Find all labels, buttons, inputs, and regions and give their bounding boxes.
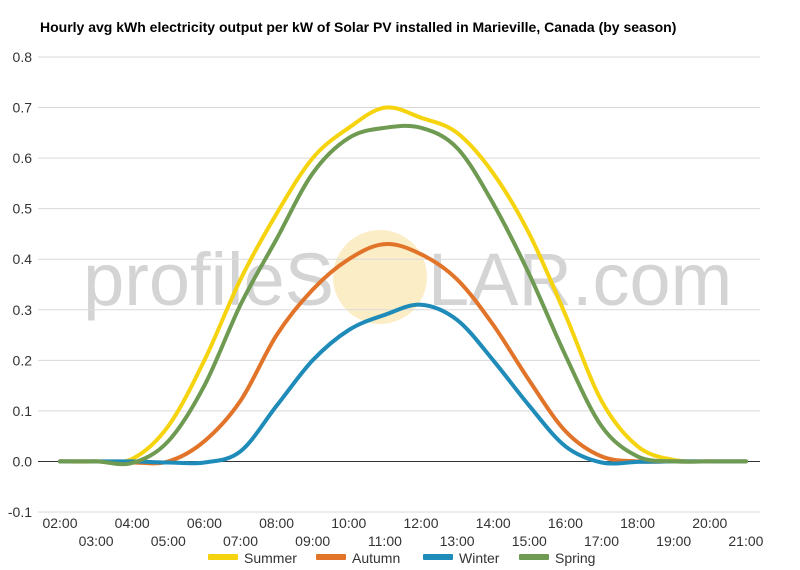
x-tick-label: 10:00 — [331, 515, 366, 531]
legend-label-autumn: Autumn — [352, 550, 400, 566]
x-tick-label: 04:00 — [115, 515, 150, 531]
x-tick-label: 13:00 — [440, 533, 475, 549]
x-tick-label: 02:00 — [42, 515, 77, 531]
legend-swatch-summer — [208, 554, 238, 560]
y-tick-label: 0.2 — [13, 352, 33, 368]
x-tick-label: 15:00 — [512, 533, 547, 549]
x-tick-label: 05:00 — [151, 533, 186, 549]
y-tick-label: 0.7 — [13, 100, 33, 116]
x-axis: 02:0003:0004:0005:0006:0007:0008:0009:00… — [42, 515, 763, 549]
x-tick-label: 06:00 — [187, 515, 222, 531]
x-tick-label: 03:00 — [79, 533, 114, 549]
series-line-spring — [58, 123, 748, 467]
y-tick-label: 0.1 — [13, 403, 33, 419]
chart-title: Hourly avg kWh electricity output per kW… — [40, 19, 677, 35]
x-tick-label: 12:00 — [403, 515, 438, 531]
x-tick-label: 14:00 — [476, 515, 511, 531]
legend-label-winter: Winter — [459, 550, 500, 566]
watermark-text-left: profileS — [83, 238, 334, 321]
legend-label-summer: Summer — [244, 550, 297, 566]
x-tick-label: 08:00 — [259, 515, 294, 531]
series-line-summer — [58, 105, 748, 465]
x-tick-label: 07:00 — [223, 533, 258, 549]
y-tick-label: 0.6 — [13, 150, 33, 166]
series-lines — [58, 105, 748, 467]
y-tick-label: 0.3 — [13, 302, 33, 318]
y-tick-label: 0.0 — [13, 453, 33, 469]
y-tick-label: 0.5 — [13, 201, 33, 217]
x-tick-label: 11:00 — [368, 533, 402, 549]
x-tick-label: 19:00 — [656, 533, 691, 549]
x-tick-label: 09:00 — [295, 533, 330, 549]
series-line-winter — [58, 302, 748, 466]
y-tick-label: 0.8 — [13, 49, 33, 65]
y-axis: 0.8 0.7 0.6 0.5 0.4 0.3 0.2 0.1 0.0 -0.1 — [8, 49, 32, 520]
y-tick-label: 0.4 — [13, 251, 33, 267]
x-tick-label: 16:00 — [548, 515, 583, 531]
legend-swatch-spring — [519, 554, 549, 560]
x-tick-label: 17:00 — [584, 533, 619, 549]
x-tick-label: 21:00 — [728, 533, 763, 549]
y-tick-label: -0.1 — [8, 504, 32, 520]
legend: Summer Autumn Winter Spring — [208, 550, 595, 566]
x-tick-label: 20:00 — [692, 515, 727, 531]
x-tick-label: 18:00 — [620, 515, 655, 531]
legend-label-spring: Spring — [555, 550, 595, 566]
legend-swatch-winter — [423, 554, 453, 560]
legend-swatch-autumn — [316, 554, 346, 560]
watermark-text-right: LAR.com — [428, 238, 732, 321]
